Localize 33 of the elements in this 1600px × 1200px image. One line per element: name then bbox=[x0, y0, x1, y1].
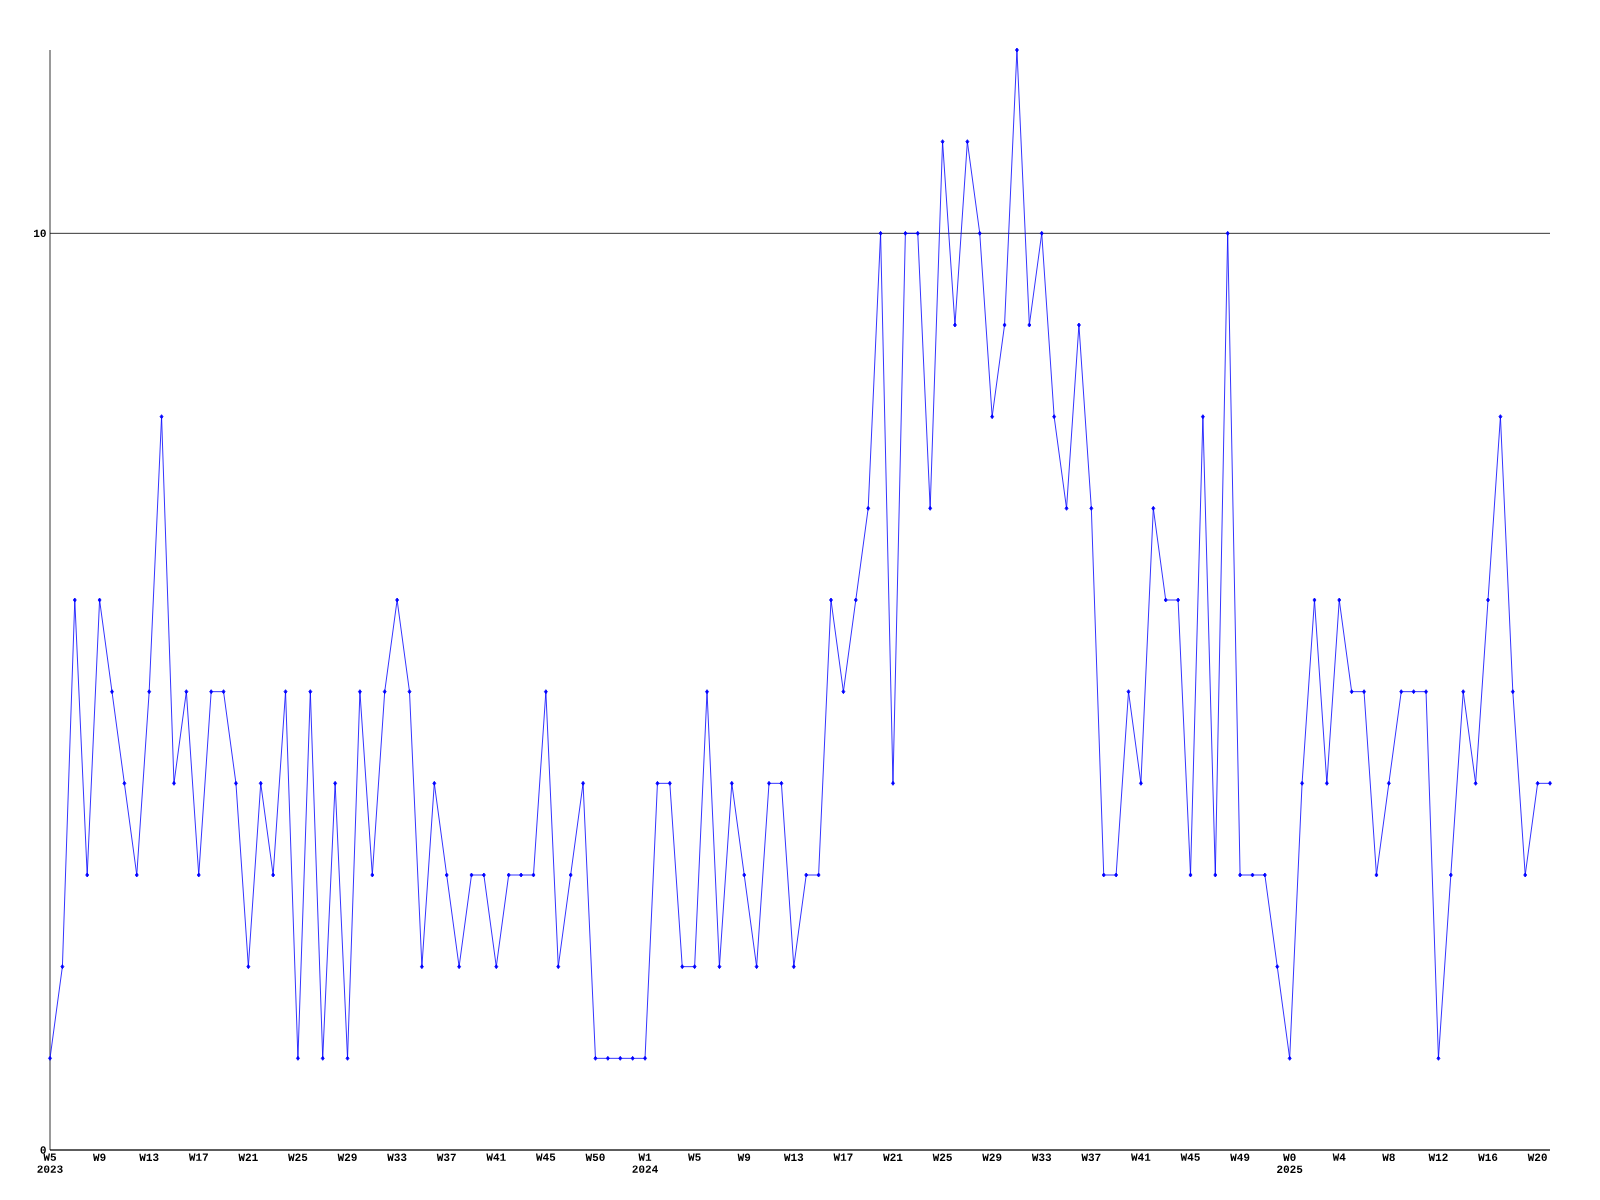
y-tick-label: 0 bbox=[40, 1146, 46, 1154]
x-tick-label: W25 bbox=[932, 1153, 952, 1161]
x-tick-label: W49 bbox=[1230, 1153, 1250, 1161]
x-tick-label: W45 bbox=[535, 1153, 556, 1161]
x-tick-label: W25 bbox=[288, 1153, 308, 1161]
x-tick-label: W50 bbox=[585, 1153, 605, 1161]
x-tick-label: W9 bbox=[737, 1153, 751, 1161]
x-tick-label: W33 bbox=[387, 1153, 407, 1161]
x-tick-label: W17 bbox=[833, 1153, 853, 1161]
x-tick-label: W13 bbox=[783, 1153, 804, 1161]
x-tick-label: W37 bbox=[1081, 1153, 1101, 1161]
y-tick-label: 10 bbox=[34, 229, 46, 238]
x-tick-label: W1 2024 bbox=[632, 1153, 658, 1173]
x-tick-label: W17 bbox=[188, 1153, 208, 1161]
x-tick-label: W33 bbox=[1031, 1153, 1052, 1161]
x-tick-label: W20 bbox=[1527, 1153, 1547, 1161]
x-tick-label: W5 bbox=[688, 1153, 701, 1161]
x-tick-label: W8 bbox=[1382, 1153, 1395, 1161]
x-tick-label: W37 bbox=[436, 1153, 456, 1161]
x-tick-label: W12 bbox=[1428, 1153, 1448, 1161]
x-tick-label: W21 bbox=[883, 1153, 903, 1161]
x-tick-label: W13 bbox=[139, 1153, 159, 1161]
x-tick-label: W5 2023 bbox=[37, 1153, 63, 1173]
x-tick-label: W29 bbox=[337, 1153, 357, 1161]
x-tick-label: W0 2025 bbox=[1277, 1153, 1303, 1173]
x-tick-label: W45 bbox=[1180, 1153, 1200, 1161]
x-tick-label: W41 bbox=[1131, 1153, 1151, 1161]
x-tick-label: W29 bbox=[982, 1153, 1002, 1161]
x-tick-label: W4 bbox=[1332, 1153, 1346, 1161]
x-tick-label: W9 bbox=[92, 1153, 106, 1161]
x-tick-label: W41 bbox=[486, 1153, 506, 1161]
x-tick-label: W16 bbox=[1478, 1153, 1498, 1161]
x-tick-label: W21 bbox=[238, 1153, 258, 1161]
